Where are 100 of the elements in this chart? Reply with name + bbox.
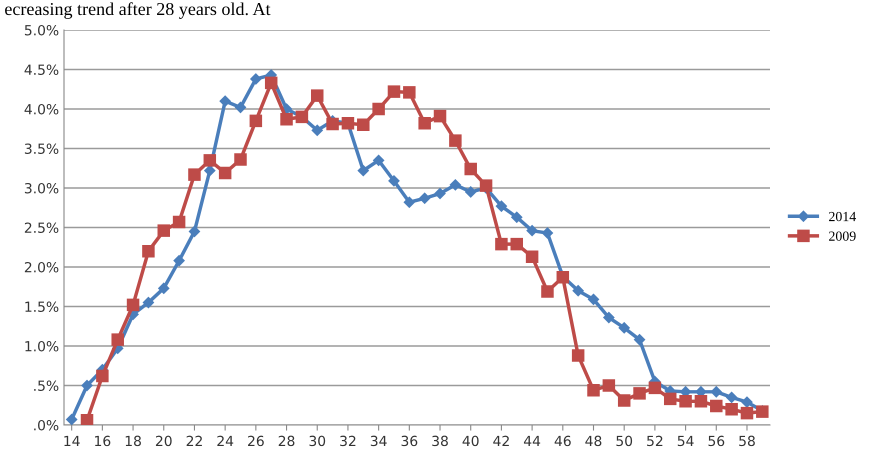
point	[174, 255, 185, 266]
x-tick-label: 16	[95, 436, 110, 446]
point	[358, 165, 369, 176]
point	[234, 102, 246, 114]
y-tick-label: .0%	[34, 420, 58, 430]
x-tick-label: 18	[126, 436, 141, 446]
point	[312, 124, 323, 136]
point	[726, 392, 738, 403]
point	[373, 154, 384, 166]
x-tick-label: 32	[340, 436, 356, 446]
y-tick-label: 1.0%	[25, 340, 58, 352]
x-tick-label: 52	[647, 436, 662, 446]
x-tick-label: 56	[708, 436, 724, 446]
point	[310, 89, 324, 102]
point	[603, 312, 614, 324]
point	[66, 414, 78, 425]
point	[204, 154, 216, 167]
point	[710, 386, 722, 398]
point	[218, 166, 232, 180]
point	[633, 387, 646, 400]
x-tick-label: 20	[156, 436, 172, 446]
x-tick-label: 36	[402, 436, 418, 446]
point	[188, 226, 200, 238]
point	[81, 380, 93, 392]
point	[80, 414, 94, 425]
point	[602, 379, 616, 392]
point	[126, 298, 140, 312]
point	[741, 396, 753, 408]
point	[496, 200, 508, 212]
point	[158, 224, 170, 237]
point	[220, 95, 231, 107]
point	[464, 162, 477, 176]
point	[511, 212, 522, 223]
y-tick-label: 5.0%	[24, 24, 58, 36]
x-tick-label: 58	[739, 436, 755, 446]
x-tick-label: 40	[462, 436, 479, 446]
point	[526, 250, 538, 263]
point	[648, 382, 662, 394]
point	[541, 285, 554, 298]
point	[740, 406, 754, 420]
legend-label: 2014	[829, 212, 856, 222]
point	[542, 227, 554, 239]
point	[710, 400, 723, 412]
point	[450, 179, 461, 190]
x-tick-label: 50	[616, 436, 632, 446]
point	[372, 102, 385, 116]
point	[357, 118, 370, 132]
legend-label: 2009	[829, 231, 856, 241]
point	[280, 113, 293, 126]
point	[142, 296, 154, 308]
point	[526, 225, 538, 236]
point	[111, 333, 124, 346]
point	[96, 370, 109, 382]
point	[634, 334, 646, 346]
text: ecreasing trend after 28 years old. At	[5, 2, 270, 19]
x-tick-label: 46	[554, 436, 571, 446]
x-tick-label: 38	[432, 436, 448, 446]
point	[204, 165, 216, 176]
y-tick-label: 1.5%	[25, 301, 58, 312]
point	[618, 322, 630, 334]
point	[480, 179, 492, 192]
point	[510, 238, 524, 250]
point	[434, 110, 446, 122]
x-tick-label: 44	[524, 436, 540, 446]
point	[172, 216, 186, 228]
point	[326, 118, 339, 130]
point	[234, 153, 247, 166]
x-tick-label: 14	[64, 436, 80, 446]
x-tick-label: 28	[278, 436, 294, 446]
y-tick-label: 2.5%	[24, 222, 58, 233]
x-tick-label: 48	[585, 436, 602, 446]
x-tick-label: 42	[493, 436, 509, 446]
point	[250, 73, 262, 85]
y-tick-label: 3.5%	[24, 143, 58, 154]
point	[418, 116, 431, 130]
point	[664, 392, 676, 406]
point	[495, 238, 508, 250]
point	[419, 192, 430, 204]
point	[250, 114, 262, 128]
x-tick-label: 54	[678, 436, 694, 446]
point	[465, 186, 476, 198]
point	[434, 188, 446, 200]
y-tick-label: .5%	[34, 380, 58, 391]
point	[388, 85, 400, 98]
point	[694, 395, 708, 408]
point	[588, 294, 600, 305]
point	[587, 384, 600, 396]
point	[679, 395, 692, 408]
x-tick-label: 34	[370, 436, 387, 446]
point	[725, 402, 738, 416]
point	[403, 86, 416, 99]
point	[449, 134, 462, 147]
x-tick-label: 24	[217, 436, 234, 446]
point	[572, 285, 584, 296]
y-tick-label: 2.0%	[24, 262, 58, 272]
point	[388, 175, 400, 186]
y-tick-label: 4.0%	[24, 104, 58, 114]
y-tick-label: 4.5%	[24, 64, 58, 75]
point	[188, 168, 201, 181]
x-tick-label: 26	[248, 436, 264, 446]
